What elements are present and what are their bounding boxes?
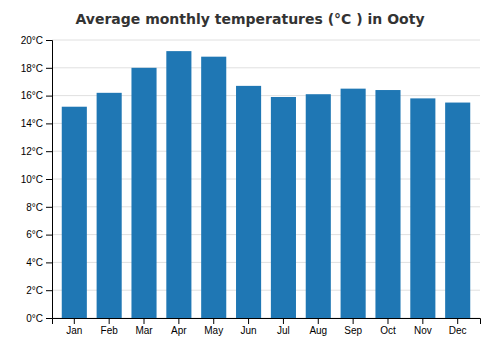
x-tick-mark [109, 318, 110, 324]
y-tick-label: 10°C [21, 174, 43, 185]
bar [201, 57, 226, 318]
bar [341, 89, 366, 318]
bar [166, 51, 191, 318]
x-tick: Apr [171, 318, 187, 336]
bar [271, 97, 296, 318]
y-tick: 4°C [26, 257, 52, 268]
x-tick-mark [144, 318, 145, 324]
bar [445, 103, 470, 318]
y-tick-mark [46, 235, 52, 236]
x-tick-label: Oct [380, 325, 396, 336]
y-tick-label: 2°C [26, 285, 43, 296]
x-tick-mark [213, 318, 214, 324]
bars [62, 51, 470, 318]
y-tick-mark [46, 207, 52, 208]
x-tick-mark [422, 318, 423, 324]
x-tick-label: Mar [135, 325, 153, 336]
x-tick-label: May [204, 325, 223, 336]
x-tick-mark [74, 318, 75, 324]
x-tick: Nov [414, 318, 432, 336]
x-tick-label: Apr [171, 325, 187, 336]
y-tick-mark [46, 179, 52, 180]
y-tick-label: 4°C [26, 257, 43, 268]
x-tick: Dec [449, 318, 467, 336]
bar [375, 90, 400, 318]
x-tick: Oct [380, 318, 396, 336]
x-axis: Jan Feb Mar Apr May Jun Jul Aug Sep Oct Nov Dec [53, 318, 481, 336]
x-tick: Feb [101, 318, 119, 336]
x-tick-mark [457, 318, 458, 324]
x-tick: Mar [135, 318, 153, 336]
y-tick: 2°C [26, 285, 52, 296]
x-tick-mark [283, 318, 284, 324]
bar [62, 107, 87, 318]
x-tick-label: Jun [241, 325, 257, 336]
chart-svg: 0°C 2°C 4°C 6°C 8°C 10°C 12°C 14°C 16°C 18°C 20°C J… [0, 0, 500, 350]
x-tick-label: Nov [414, 325, 432, 336]
y-tick-label: 8°C [26, 202, 43, 213]
y-tick-label: 20°C [21, 35, 43, 46]
x-tick-mark [178, 318, 179, 324]
x-axis-line [53, 319, 481, 325]
x-tick-mark [248, 318, 249, 324]
y-tick-mark [46, 262, 52, 263]
y-tick-label: 12°C [21, 146, 43, 157]
y-tick: 20°C [21, 35, 52, 46]
y-tick-label: 18°C [21, 63, 43, 74]
y-tick-mark [46, 318, 52, 319]
grid [52, 40, 480, 318]
plot: 0°C 2°C 4°C 6°C 8°C 10°C 12°C 14°C 16°C 18°C 20°C J… [21, 35, 481, 336]
y-tick: 14°C [21, 118, 52, 129]
y-tick: 8°C [26, 202, 52, 213]
x-tick: May [204, 318, 223, 336]
bar [131, 68, 156, 318]
chart-container: 0°C 2°C 4°C 6°C 8°C 10°C 12°C 14°C 16°C 18°C 20°C J… [0, 0, 500, 350]
y-tick: 12°C [21, 146, 52, 157]
y-tick-mark [46, 151, 52, 152]
x-tick: Aug [309, 318, 327, 336]
y-tick-mark [46, 123, 52, 124]
bar [306, 94, 331, 318]
y-tick-mark [46, 40, 52, 41]
y-tick-label: 16°C [21, 90, 43, 101]
y-tick: 18°C [21, 63, 52, 74]
title: Average monthly temperatures (°C ) in Oo… [75, 11, 424, 27]
y-tick-mark [46, 68, 52, 69]
x-tick-mark [387, 318, 388, 324]
bar [236, 86, 261, 318]
x-tick-label: Jul [277, 325, 290, 336]
y-tick: 16°C [21, 90, 52, 101]
y-tick-label: 6°C [26, 229, 43, 240]
x-tick-label: Sep [344, 325, 362, 336]
y-tick: 10°C [21, 174, 52, 185]
y-tick-label: 0°C [26, 313, 43, 324]
x-tick-mark [318, 318, 319, 324]
grid-line [52, 67, 480, 68]
bar [410, 98, 435, 318]
x-tick: Jan [66, 318, 82, 336]
y-axis-line [46, 41, 53, 319]
y-tick-label: 14°C [21, 118, 43, 129]
x-tick: Jul [277, 318, 290, 336]
x-tick-label: Feb [101, 325, 119, 336]
grid-line [52, 40, 480, 41]
y-tick: 6°C [26, 229, 52, 240]
y-tick: 0°C [26, 313, 52, 324]
x-tick: Jun [241, 318, 257, 336]
x-tick: Sep [344, 318, 362, 336]
y-tick-mark [46, 96, 52, 97]
y-axis: 0°C 2°C 4°C 6°C 8°C 10°C 12°C 14°C 16°C 18°C 20°C [21, 35, 53, 324]
bar [97, 93, 122, 318]
y-tick-mark [46, 290, 52, 291]
x-tick-label: Aug [309, 325, 327, 336]
x-tick-label: Dec [449, 325, 467, 336]
x-tick-mark [353, 318, 354, 324]
x-tick-label: Jan [66, 325, 82, 336]
